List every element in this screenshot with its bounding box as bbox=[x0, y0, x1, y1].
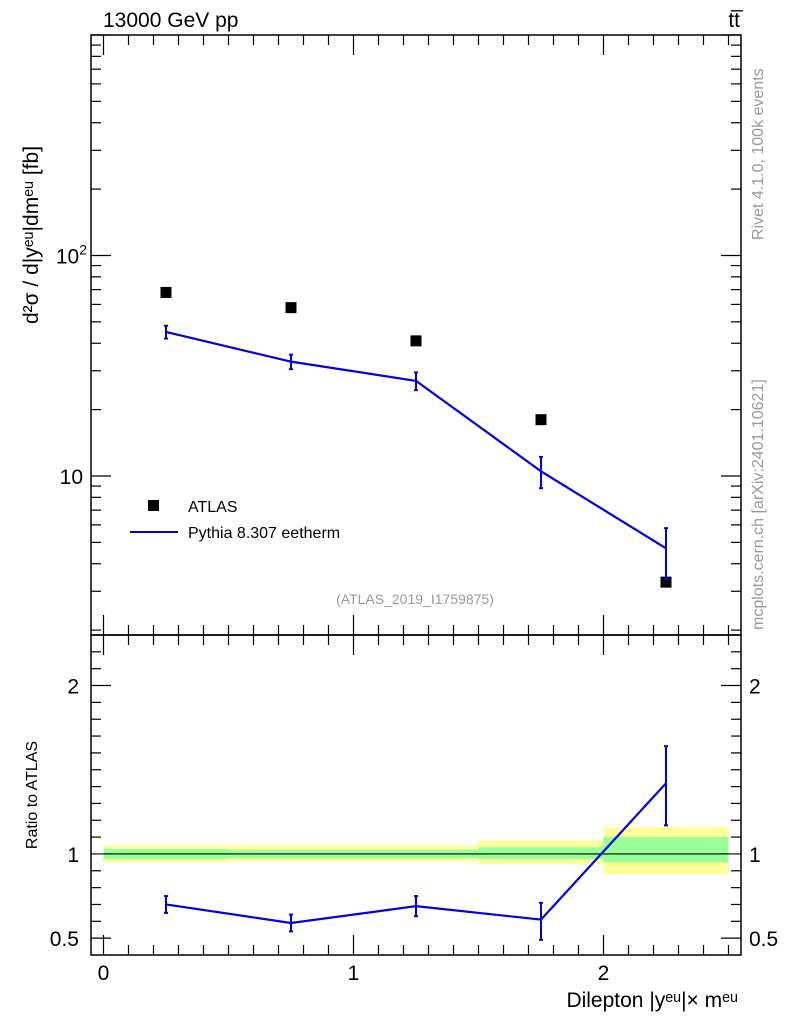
mc-line bbox=[165, 330, 667, 550]
ratio-plot-marks bbox=[164, 745, 668, 941]
atlas-data-point bbox=[535, 414, 547, 426]
legend-mc-label: Pythia 8.307 eetherm bbox=[188, 525, 340, 542]
main-y-tick-label: 10 bbox=[60, 466, 83, 489]
main-y-axis-title: d²σ / d|yᵉᵘ|dmᵉᵘ [fb] bbox=[20, 146, 43, 324]
main-frame bbox=[90, 34, 742, 636]
ratio-y-tick-label-left: 2 bbox=[67, 676, 79, 699]
atlas-data-point bbox=[410, 335, 422, 347]
ratio-y-tick-label-left: 1 bbox=[67, 844, 79, 867]
analysis-id: (ATLAS_2019_I1759875) bbox=[336, 591, 494, 607]
ratio-band-green bbox=[478, 847, 604, 859]
ratio-y-tick-label-right: 0.5 bbox=[749, 928, 778, 951]
x-tick-label: 0 bbox=[98, 962, 110, 985]
main-plot-marks bbox=[160, 286, 672, 588]
header-right: tt̅ bbox=[728, 9, 744, 32]
ratio-axes: 0.5 0.5 1 1 2 2 0 1 2 bbox=[50, 634, 778, 985]
ratio-frame bbox=[90, 634, 742, 956]
ratio-band-green bbox=[603, 837, 729, 863]
x-axis-title: Dilepton |yᵉᵘ|× mᵉᵘ bbox=[566, 989, 738, 1012]
ratio-y-tick-label-right: 2 bbox=[749, 676, 761, 699]
x-tick-label: 2 bbox=[598, 962, 610, 985]
x-tick-label: 1 bbox=[348, 962, 360, 985]
main-axes: 10 102 bbox=[56, 34, 742, 636]
ratio-y-tick-label-left: 0.5 bbox=[50, 928, 79, 951]
mcplots-label: mcplots.cern.ch [arXiv:2401.10621] bbox=[750, 379, 767, 630]
main-y-tick-exponent: 2 bbox=[79, 241, 87, 257]
atlas-data-point bbox=[660, 576, 672, 588]
ratio-y-tick-label-right: 1 bbox=[749, 844, 761, 867]
atlas-data-point bbox=[160, 286, 172, 298]
legend-data-marker bbox=[148, 500, 159, 511]
legend: ATLAS Pythia 8.307 eetherm bbox=[130, 499, 340, 542]
ratio-y-axis-title: Ratio to ATLAS bbox=[24, 741, 41, 849]
rivet-label: Rivet 4.1.0, 100k events bbox=[750, 68, 767, 240]
legend-data-label: ATLAS bbox=[188, 499, 238, 516]
main-y-tick-label: 102 bbox=[56, 241, 87, 268]
atlas-data-point bbox=[285, 302, 297, 314]
ratio-uncertainty-bands bbox=[103, 827, 729, 875]
header-left: 13000 GeV pp bbox=[103, 9, 238, 32]
